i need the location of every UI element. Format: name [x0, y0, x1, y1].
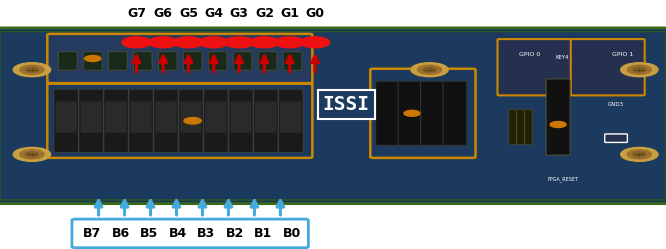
- Text: B1: B1: [254, 227, 272, 240]
- FancyBboxPatch shape: [133, 52, 152, 70]
- Text: GPIO 1: GPIO 1: [612, 52, 633, 57]
- FancyBboxPatch shape: [546, 79, 570, 155]
- FancyBboxPatch shape: [281, 102, 301, 132]
- FancyBboxPatch shape: [278, 89, 303, 152]
- FancyBboxPatch shape: [56, 102, 76, 132]
- FancyBboxPatch shape: [398, 81, 422, 145]
- Circle shape: [633, 152, 646, 157]
- FancyBboxPatch shape: [233, 52, 252, 70]
- FancyBboxPatch shape: [59, 52, 77, 70]
- Text: GND3: GND3: [608, 102, 624, 107]
- Circle shape: [25, 152, 39, 157]
- Text: G6: G6: [154, 7, 172, 20]
- Circle shape: [174, 37, 203, 48]
- Text: G1: G1: [280, 7, 299, 20]
- FancyBboxPatch shape: [109, 52, 127, 70]
- Circle shape: [13, 147, 51, 161]
- Circle shape: [199, 37, 228, 48]
- FancyBboxPatch shape: [208, 52, 227, 70]
- FancyBboxPatch shape: [104, 89, 128, 152]
- Text: KEY4: KEY4: [556, 55, 569, 60]
- Circle shape: [20, 150, 44, 159]
- FancyBboxPatch shape: [129, 89, 153, 152]
- Text: FPGA_RESET: FPGA_RESET: [547, 177, 578, 182]
- FancyBboxPatch shape: [231, 102, 251, 132]
- FancyBboxPatch shape: [256, 102, 276, 132]
- Circle shape: [411, 63, 448, 77]
- FancyBboxPatch shape: [498, 39, 571, 95]
- Text: B7: B7: [83, 227, 101, 240]
- FancyBboxPatch shape: [206, 102, 226, 132]
- FancyBboxPatch shape: [283, 52, 302, 70]
- Circle shape: [621, 147, 658, 161]
- Circle shape: [20, 65, 44, 74]
- FancyBboxPatch shape: [81, 102, 101, 132]
- FancyBboxPatch shape: [54, 89, 79, 152]
- FancyBboxPatch shape: [0, 28, 666, 204]
- FancyBboxPatch shape: [180, 102, 201, 132]
- FancyBboxPatch shape: [421, 81, 444, 145]
- Circle shape: [550, 122, 566, 127]
- FancyBboxPatch shape: [509, 109, 516, 145]
- FancyBboxPatch shape: [159, 52, 177, 70]
- Circle shape: [300, 37, 330, 48]
- FancyBboxPatch shape: [525, 109, 532, 145]
- FancyBboxPatch shape: [443, 81, 467, 145]
- Text: G7: G7: [127, 7, 146, 20]
- Text: B6: B6: [111, 227, 129, 240]
- FancyBboxPatch shape: [178, 89, 203, 152]
- Text: B2: B2: [226, 227, 244, 240]
- Text: B3: B3: [197, 227, 215, 240]
- Text: B4: B4: [168, 227, 186, 240]
- FancyBboxPatch shape: [376, 81, 400, 145]
- Text: GPIO 0: GPIO 0: [519, 52, 540, 57]
- FancyBboxPatch shape: [204, 89, 228, 152]
- FancyBboxPatch shape: [258, 52, 277, 70]
- FancyBboxPatch shape: [156, 102, 176, 132]
- Circle shape: [633, 67, 646, 72]
- Text: G5: G5: [179, 7, 198, 20]
- FancyBboxPatch shape: [79, 89, 103, 152]
- Circle shape: [621, 63, 658, 77]
- FancyBboxPatch shape: [83, 52, 102, 70]
- FancyBboxPatch shape: [183, 52, 202, 70]
- FancyBboxPatch shape: [605, 134, 627, 142]
- Circle shape: [627, 65, 651, 74]
- Circle shape: [418, 65, 442, 74]
- Circle shape: [224, 37, 254, 48]
- FancyBboxPatch shape: [229, 89, 253, 152]
- FancyBboxPatch shape: [254, 89, 278, 152]
- Circle shape: [627, 150, 651, 159]
- FancyBboxPatch shape: [571, 39, 645, 95]
- Text: B0: B0: [282, 227, 301, 240]
- Circle shape: [25, 67, 39, 72]
- Circle shape: [122, 37, 151, 48]
- Circle shape: [149, 37, 178, 48]
- Circle shape: [85, 56, 101, 62]
- Text: G0: G0: [306, 7, 324, 20]
- Text: B5: B5: [140, 227, 158, 240]
- FancyBboxPatch shape: [72, 219, 308, 248]
- Circle shape: [423, 67, 436, 72]
- FancyBboxPatch shape: [517, 109, 524, 145]
- FancyBboxPatch shape: [106, 102, 126, 132]
- FancyBboxPatch shape: [154, 89, 178, 152]
- Text: ISSI: ISSI: [323, 95, 370, 114]
- Circle shape: [250, 37, 279, 48]
- FancyBboxPatch shape: [131, 102, 151, 132]
- Circle shape: [13, 63, 51, 77]
- Text: G3: G3: [230, 7, 248, 20]
- Text: G2: G2: [255, 7, 274, 20]
- Text: G4: G4: [204, 7, 223, 20]
- Circle shape: [275, 37, 304, 48]
- Circle shape: [404, 110, 420, 116]
- Circle shape: [184, 118, 201, 124]
- FancyBboxPatch shape: [47, 34, 312, 83]
